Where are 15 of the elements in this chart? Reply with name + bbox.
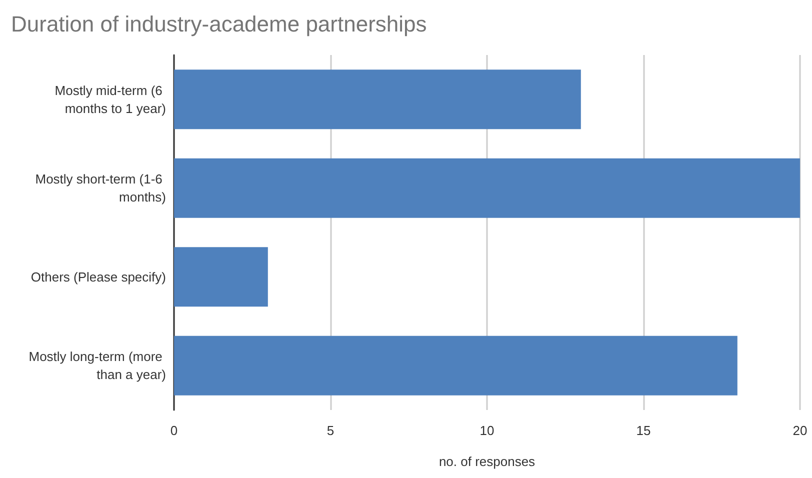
y-tick-label: Mostly long-term (more than a year) (28, 349, 166, 382)
y-tick-label: Mostly short-term (1-6 months) (35, 172, 166, 205)
bar (174, 70, 581, 130)
x-tick-label: 0 (170, 423, 178, 438)
x-tick-label: 20 (792, 423, 808, 438)
bar (174, 247, 268, 307)
x-axis-title: no. of responses (438, 454, 536, 469)
x-tick-label: 5 (326, 423, 334, 438)
x-tick-label: 15 (636, 423, 651, 438)
x-tick-label: 10 (480, 423, 494, 438)
bar (174, 336, 738, 396)
chart-title: Duration of industry-academe partnerships (11, 12, 427, 36)
bar (174, 158, 800, 218)
y-tick-label: Mostly mid-term (6 months to 1 year) (54, 82, 166, 116)
y-tick-label: Others (Please specify) (30, 269, 166, 284)
